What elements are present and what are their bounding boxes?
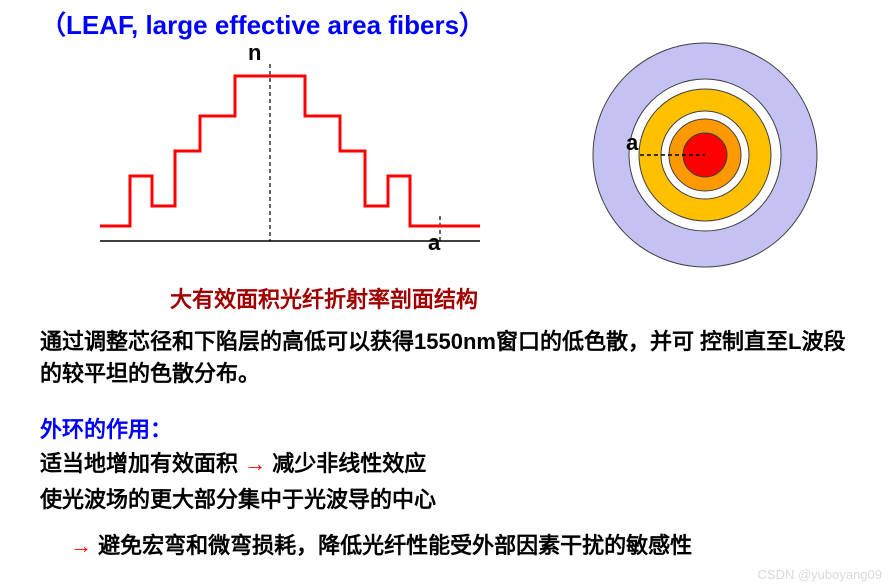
bullet-line-3: → 避免宏弯和微弯损耗，降低光纤性能受外部因素干扰的敏感性 xyxy=(70,530,692,562)
bullet-line-1: 适当地增加有效面积 → 减少非线性效应 xyxy=(40,448,426,480)
bullet-line-3b: 避免宏弯和微弯损耗，降低光纤性能受外部因素干扰的敏感性 xyxy=(92,533,692,558)
description-paragraph: 通过调整芯径和下陷层的高低可以获得1550nm窗口的低色散，并可 控制直至L波段… xyxy=(40,326,860,390)
diagram-caption: 大有效面积光纤折射率剖面结构 xyxy=(170,282,478,314)
page-title: （LEAF, large effective area fibers） xyxy=(40,5,485,42)
bullet-line-1a: 适当地增加有效面积 xyxy=(40,451,244,476)
fiber-cross-section-diagram xyxy=(590,40,820,270)
watermark-text: CSDN @yuboyang09 xyxy=(758,567,882,582)
refractive-index-profile-chart xyxy=(100,56,480,266)
arrow-icon: → xyxy=(70,533,92,558)
arrow-icon: → xyxy=(244,451,266,476)
section-subhead: 外环的作用： xyxy=(40,412,172,444)
bullet-line-2: 使光波场的更大部分集中于光波导的中心 xyxy=(40,484,436,516)
bullet-line-1b: 减少非线性效应 xyxy=(266,451,426,476)
a-radius-label-cross: a xyxy=(626,130,638,156)
